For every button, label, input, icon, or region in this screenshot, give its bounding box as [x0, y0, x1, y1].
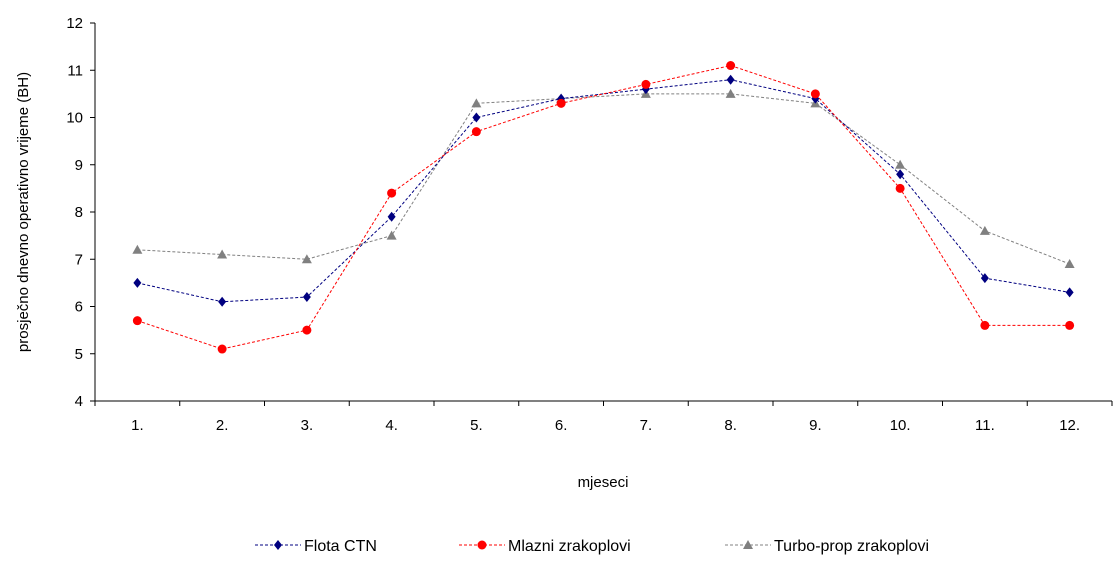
data-point	[1065, 287, 1074, 298]
data-point	[132, 316, 142, 326]
data-point	[726, 61, 736, 71]
data-point	[980, 273, 989, 284]
y-tick-label: 10	[66, 110, 83, 127]
y-tick-label: 6	[75, 299, 83, 316]
data-point	[641, 79, 651, 89]
legend-label: Turbo-prop zrakoplovi	[774, 538, 929, 555]
x-axis-title: mjeseci	[578, 474, 629, 491]
y-tick-label: 12	[66, 15, 83, 32]
x-axis-ticks: 1. 2. 3. 4. 5. 6. 7. 8. 9. 10. 11. 12.	[94, 401, 1113, 434]
legend-marker	[743, 540, 753, 549]
data-point	[302, 325, 312, 335]
data-point	[301, 254, 312, 264]
x-tick-label: 12.	[1059, 417, 1080, 434]
x-tick-label: 4.	[385, 417, 398, 434]
series-layer	[132, 61, 1075, 354]
y-tick-label: 7	[75, 251, 83, 268]
y-axis-title: prosječno dnevno operativno vrijeme (BH)	[15, 72, 32, 352]
data-point	[895, 183, 905, 193]
data-point	[810, 89, 820, 99]
legend-item: Turbo-prop zrakoplovi	[725, 538, 929, 555]
data-point	[133, 277, 142, 288]
x-tick-label: 8.	[724, 417, 737, 434]
x-tick-label: 11.	[975, 417, 995, 434]
axes	[94, 23, 1112, 402]
data-point	[726, 74, 735, 85]
y-tick-label: 9	[75, 157, 83, 174]
x-tick-label: 10.	[890, 417, 911, 434]
data-point	[471, 127, 481, 137]
data-point	[132, 244, 143, 254]
data-point	[217, 344, 227, 354]
y-tick-label: 11	[67, 62, 83, 79]
x-tick-label: 3.	[301, 417, 314, 434]
legend-label: Mlazni zrakoplovi	[508, 538, 631, 555]
data-point	[471, 98, 482, 108]
data-point	[1064, 258, 1075, 268]
y-tick-label: 4	[75, 393, 83, 410]
data-point	[895, 159, 906, 169]
data-point	[725, 88, 736, 98]
series-line	[137, 93, 1070, 265]
x-tick-label: 2.	[216, 417, 229, 434]
legend: Flota CTN Mlazni zrakoplovi Turbo-prop zra…	[255, 538, 929, 555]
data-point	[217, 249, 228, 259]
data-point	[472, 112, 481, 123]
x-tick-label: 6.	[555, 417, 568, 434]
y-axis-ticks: 4 5 6 7 8 9 10 11 12	[66, 15, 95, 410]
data-point	[302, 292, 311, 303]
data-point	[980, 320, 990, 330]
legend-label: Flota CTN	[304, 538, 377, 555]
legend-item: Flota CTN	[255, 538, 377, 555]
legend-marker	[477, 540, 487, 550]
data-point	[1065, 320, 1075, 330]
data-point	[387, 188, 397, 198]
series-0	[133, 74, 1074, 307]
series-1	[132, 61, 1075, 354]
data-point	[896, 169, 905, 180]
data-point	[218, 296, 227, 307]
x-tick-label: 1.	[131, 417, 144, 434]
series-line	[137, 79, 1070, 303]
data-point	[387, 211, 396, 222]
x-tick-label: 5.	[470, 417, 483, 434]
series-2	[132, 88, 1075, 268]
legend-item: Mlazni zrakoplovi	[459, 538, 631, 555]
y-tick-label: 5	[75, 346, 83, 363]
data-point	[979, 225, 990, 235]
y-tick-label: 8	[75, 204, 83, 221]
legend-marker	[274, 540, 282, 550]
data-point	[556, 98, 566, 108]
data-point	[386, 230, 397, 240]
series-line	[137, 65, 1070, 350]
x-tick-label: 7.	[640, 417, 653, 434]
x-tick-label: 9.	[809, 417, 822, 434]
